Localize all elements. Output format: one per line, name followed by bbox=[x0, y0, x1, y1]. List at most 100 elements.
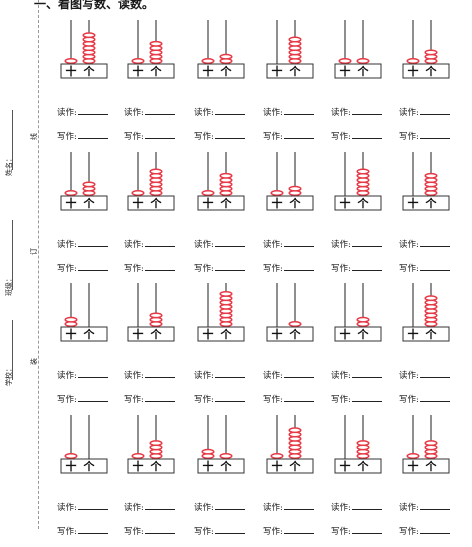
write-answer-blank[interactable] bbox=[419, 391, 450, 402]
write-answer-label: 写作: bbox=[57, 395, 77, 405]
read-answer-label: 读作: bbox=[194, 108, 214, 118]
tens-bead bbox=[201, 448, 215, 455]
write-answer-blank[interactable] bbox=[283, 391, 314, 402]
ones-place-label: 个 bbox=[150, 64, 163, 78]
write-answer-blank[interactable] bbox=[283, 260, 314, 271]
abacus-diagram: 十个 bbox=[60, 283, 108, 342]
ones-place-label: 个 bbox=[150, 327, 163, 341]
read-answer-blank[interactable] bbox=[419, 367, 450, 378]
read-answer-blank[interactable] bbox=[351, 236, 382, 247]
write-answer-blank[interactable] bbox=[144, 260, 175, 271]
abacus-diagram: 十个 bbox=[402, 20, 450, 79]
abacus-base bbox=[334, 195, 382, 211]
read-answer-blank[interactable] bbox=[214, 499, 245, 510]
write-answer-row: 写作: bbox=[124, 391, 188, 405]
ones-bead bbox=[149, 440, 163, 447]
read-answer-blank[interactable] bbox=[351, 104, 382, 115]
write-answer-blank[interactable] bbox=[77, 260, 108, 271]
read-answer-blank[interactable] bbox=[144, 367, 175, 378]
read-answer-label: 读作: bbox=[263, 503, 283, 513]
read-answer-blank[interactable] bbox=[283, 236, 314, 247]
ones-place-label: 个 bbox=[220, 327, 233, 341]
read-answer-blank[interactable] bbox=[77, 236, 108, 247]
read-answer-blank[interactable] bbox=[283, 104, 314, 115]
read-answer-blank[interactable] bbox=[351, 499, 382, 510]
abacus-base bbox=[266, 326, 314, 342]
read-answer-blank[interactable] bbox=[214, 367, 245, 378]
margin-name-blank[interactable] bbox=[12, 110, 13, 170]
write-answer-blank[interactable] bbox=[77, 391, 108, 402]
tens-bead bbox=[64, 58, 78, 64]
tens-place-label: 十 bbox=[408, 327, 419, 341]
write-answer-row: 写作: bbox=[124, 128, 188, 142]
write-answer-blank[interactable] bbox=[77, 128, 108, 139]
read-answer-blank[interactable] bbox=[283, 499, 314, 510]
abacus-diagram: 十个 bbox=[334, 20, 382, 79]
tens-bead bbox=[270, 190, 284, 196]
read-answer-row: 读作: bbox=[263, 104, 327, 118]
abacus-diagram: 十个 bbox=[60, 20, 108, 79]
write-answer-blank[interactable] bbox=[214, 391, 245, 402]
read-answer-row: 读作: bbox=[57, 104, 121, 118]
abacus-base bbox=[402, 326, 450, 342]
write-answer-label: 写作: bbox=[331, 132, 351, 142]
read-answer-blank[interactable] bbox=[144, 104, 175, 115]
margin-school-blank[interactable] bbox=[12, 320, 13, 380]
abacus-base bbox=[266, 195, 314, 211]
read-answer-label: 读作: bbox=[57, 240, 77, 250]
abacus-diagram: 十个 bbox=[197, 415, 245, 474]
ones-place-label: 个 bbox=[357, 327, 370, 341]
write-answer-blank[interactable] bbox=[351, 260, 382, 271]
tens-place-label: 十 bbox=[66, 459, 77, 473]
tens-place-label: 十 bbox=[272, 196, 283, 210]
write-answer-blank[interactable] bbox=[144, 128, 175, 139]
read-answer-label: 读作: bbox=[263, 108, 283, 118]
write-answer-blank[interactable] bbox=[351, 128, 382, 139]
read-answer-row: 读作: bbox=[263, 236, 327, 250]
write-answer-blank[interactable] bbox=[283, 128, 314, 139]
write-answer-label: 写作: bbox=[399, 132, 419, 142]
read-answer-row: 读作: bbox=[124, 236, 188, 250]
read-answer-label: 读作: bbox=[331, 371, 351, 381]
tens-place-label: 十 bbox=[272, 327, 283, 341]
tens-place-label: 十 bbox=[66, 64, 77, 78]
read-answer-blank[interactable] bbox=[419, 499, 450, 510]
abacus-base bbox=[402, 63, 450, 79]
write-answer-blank[interactable] bbox=[144, 391, 175, 402]
read-answer-blank[interactable] bbox=[283, 367, 314, 378]
read-answer-blank[interactable] bbox=[419, 104, 450, 115]
write-answer-row: 写作: bbox=[399, 523, 463, 537]
write-answer-blank[interactable] bbox=[214, 128, 245, 139]
read-answer-blank[interactable] bbox=[351, 367, 382, 378]
read-answer-blank[interactable] bbox=[419, 236, 450, 247]
read-answer-blank[interactable] bbox=[77, 104, 108, 115]
tens-place-label: 十 bbox=[203, 459, 214, 473]
read-answer-row: 读作: bbox=[124, 367, 188, 381]
write-answer-blank[interactable] bbox=[214, 260, 245, 271]
read-answer-blank[interactable] bbox=[144, 236, 175, 247]
read-answer-blank[interactable] bbox=[77, 367, 108, 378]
abacus-base bbox=[334, 458, 382, 474]
read-answer-blank[interactable] bbox=[77, 499, 108, 510]
abacus-diagram: 十个 bbox=[266, 20, 314, 79]
write-answer-label: 写作: bbox=[263, 132, 283, 142]
write-answer-blank[interactable] bbox=[419, 260, 450, 271]
read-answer-blank[interactable] bbox=[214, 104, 245, 115]
write-answer-blank[interactable] bbox=[419, 128, 450, 139]
abacus-base bbox=[60, 195, 108, 211]
tens-place-label: 十 bbox=[340, 459, 351, 473]
write-answer-row: 写作: bbox=[194, 260, 258, 274]
tens-place-label: 十 bbox=[203, 196, 214, 210]
tens-bead bbox=[201, 58, 215, 64]
ones-bead bbox=[219, 172, 233, 179]
tens-place-label: 十 bbox=[203, 64, 214, 78]
read-answer-label: 读作: bbox=[57, 108, 77, 118]
abacus-base bbox=[197, 63, 245, 79]
read-answer-label: 读作: bbox=[263, 371, 283, 381]
read-answer-blank[interactable] bbox=[214, 236, 245, 247]
margin-class-blank[interactable] bbox=[12, 220, 13, 290]
tens-bead bbox=[131, 58, 145, 64]
read-answer-blank[interactable] bbox=[144, 499, 175, 510]
abacus-diagram: 十个 bbox=[402, 415, 450, 474]
write-answer-blank[interactable] bbox=[351, 391, 382, 402]
